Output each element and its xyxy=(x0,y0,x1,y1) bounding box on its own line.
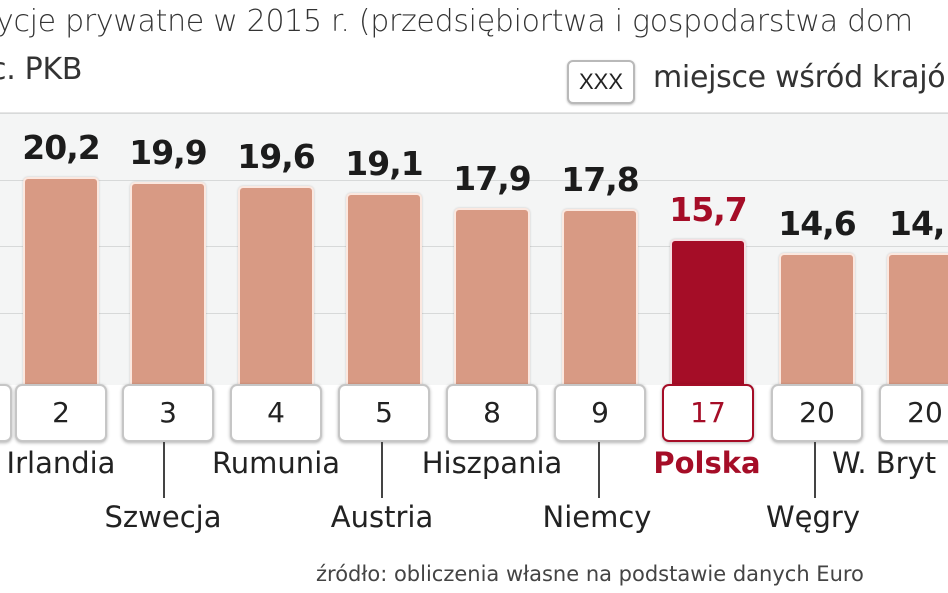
rank-box-highlight: 17 xyxy=(662,384,754,442)
rank-box: 2 xyxy=(15,384,107,442)
rank-box: 3 xyxy=(122,384,214,442)
value-label: 19,1 xyxy=(345,144,423,183)
rank-box xyxy=(0,384,12,442)
country-label: Austria xyxy=(330,500,434,534)
bar-w-brytania xyxy=(887,253,948,386)
bar-niemcy xyxy=(562,209,638,386)
leader-line xyxy=(814,442,816,498)
value-label: 14,6 xyxy=(778,204,856,243)
country-label: Hiszpania xyxy=(421,446,563,480)
value-label-highlight: 15,7 xyxy=(669,190,747,229)
rank-box: 20 xyxy=(771,384,863,442)
leader-line xyxy=(381,442,383,498)
bar-rumunia xyxy=(238,186,314,386)
rank-box: 9 xyxy=(554,384,646,442)
bar-szwecja xyxy=(130,182,206,386)
value-label: 17,8 xyxy=(561,160,639,199)
country-label: Irlandia xyxy=(6,446,116,480)
source-note: źródło: obliczenia własne na podstawie d… xyxy=(316,562,864,586)
bar-irlandia xyxy=(23,177,99,386)
gridline xyxy=(0,180,948,181)
rank-box: 4 xyxy=(230,384,322,442)
rank-box: 20 xyxy=(879,384,948,442)
country-label: W. Bryt xyxy=(832,446,937,480)
rank-box: 5 xyxy=(338,384,430,442)
rank-box: 8 xyxy=(446,384,538,442)
leader-line xyxy=(163,442,165,498)
bar-austria xyxy=(346,193,422,386)
country-label-highlight: Polska xyxy=(653,446,761,480)
value-label: 17,9 xyxy=(453,159,531,198)
value-label: 20,2 xyxy=(22,128,100,167)
legend-label: miejsce wśród krajó xyxy=(653,60,946,95)
legend-rank-box: XXX xyxy=(567,60,635,104)
value-label: 14, xyxy=(889,204,945,243)
country-label: Szwecja xyxy=(104,500,222,534)
value-label: 19,6 xyxy=(237,137,315,176)
chart-subtitle: c. PKB xyxy=(0,52,83,87)
country-label: Węgry xyxy=(765,500,860,534)
country-label: Niemcy xyxy=(542,500,652,534)
country-label: Rumunia xyxy=(211,446,341,480)
leader-line xyxy=(598,442,600,498)
value-label: 19,9 xyxy=(129,133,207,172)
chart-title: ycje prywatne w 2015 r. (przedsiębiortwa… xyxy=(0,4,913,39)
gridline xyxy=(0,113,948,114)
bar-polska xyxy=(670,239,746,386)
bar-hiszpania xyxy=(454,208,530,386)
bar-wegry xyxy=(779,253,855,386)
